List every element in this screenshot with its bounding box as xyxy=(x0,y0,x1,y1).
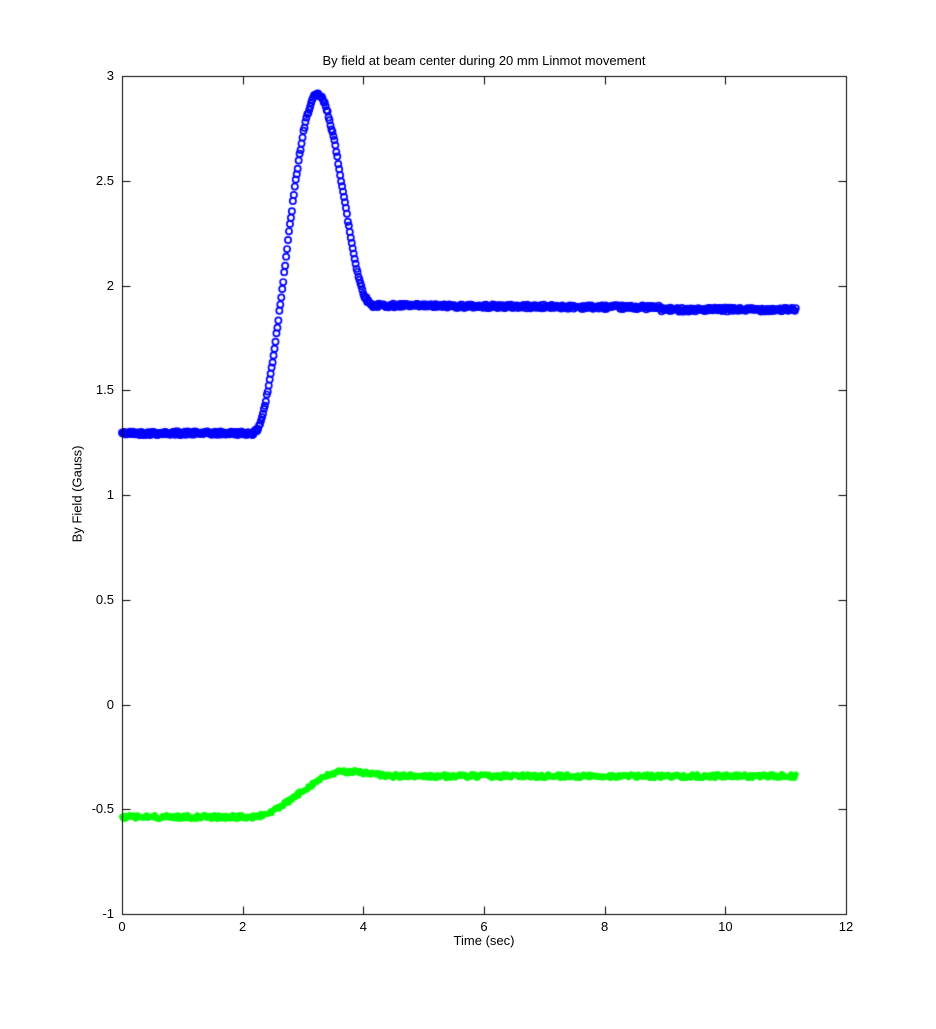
x-tick-label: 2 xyxy=(239,919,247,934)
y-tick-label: 2.5 xyxy=(95,172,114,188)
x-tick-label: 10 xyxy=(718,919,733,934)
x-tick-label: 0 xyxy=(118,919,126,934)
y-tick-label: -1 xyxy=(102,906,114,921)
y-tick-label: 0.5 xyxy=(95,591,114,607)
x-tick-label: 6 xyxy=(480,919,488,934)
y-tick-label: 3 xyxy=(106,68,114,83)
y-tick-label: 2 xyxy=(106,277,114,293)
x-axis-label: Time (sec) xyxy=(453,933,515,948)
x-tick-label: 12 xyxy=(838,919,854,934)
y-tick-label: 0 xyxy=(106,696,114,712)
plot-title: By field at beam center during 20 mm Lin… xyxy=(322,53,646,68)
y-tick-label: 1.5 xyxy=(95,382,114,398)
x-tick-label: 8 xyxy=(601,919,609,934)
y-tick-label: -0.5 xyxy=(91,801,114,817)
y-tick-label: 1 xyxy=(106,487,114,502)
x-tick-label: 4 xyxy=(359,919,367,934)
